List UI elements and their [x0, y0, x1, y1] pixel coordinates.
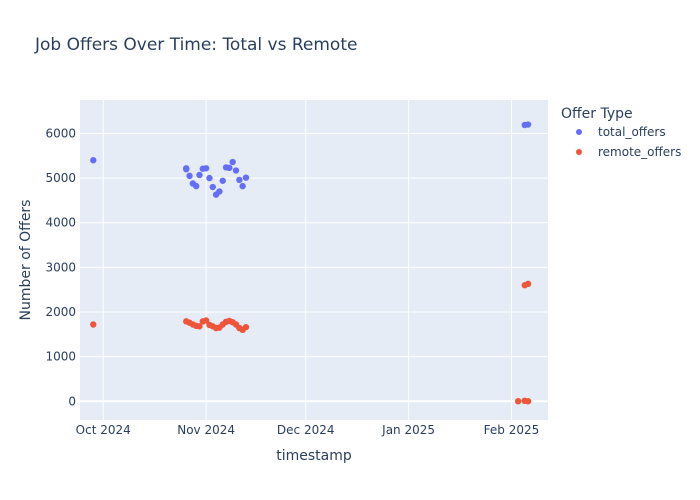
x-tick-label: Nov 2024: [177, 423, 235, 437]
point-total-offers[interactable]: [524, 121, 532, 128]
point-total-offers[interactable]: [209, 183, 216, 191]
data-points: [90, 121, 532, 405]
y-tick-label: 0: [68, 394, 76, 408]
chart-title: Job Offers Over Time: Total vs Remote: [34, 35, 357, 55]
y-tick-label: 1000: [45, 350, 76, 364]
point-remote-offers[interactable]: [242, 323, 250, 331]
legend-label-total-offers[interactable]: total_offers: [598, 125, 666, 139]
x-tick-labels: Oct 2024 Nov 2024 Dec 2024 Jan 2025 Feb 2025: [76, 423, 540, 437]
point-total-offers[interactable]: [196, 171, 203, 179]
point-total-offers[interactable]: [206, 174, 213, 182]
legend-marker-total-offers[interactable]: [576, 129, 582, 135]
y-tick-labels: 0 1000 2000 3000 4000 5000 6000: [45, 126, 76, 408]
point-total-offers[interactable]: [219, 177, 226, 184]
point-total-offers[interactable]: [216, 188, 223, 195]
point-remote-offers[interactable]: [524, 280, 532, 288]
y-tick-label: 6000: [45, 126, 76, 140]
point-remote-offers[interactable]: [196, 323, 203, 330]
point-remote-offers[interactable]: [202, 317, 210, 324]
point-total-offers[interactable]: [183, 165, 190, 172]
point-total-offers[interactable]: [90, 157, 97, 164]
point-total-offers[interactable]: [186, 172, 193, 180]
grid-lines: [80, 100, 548, 420]
y-axis-title: Number of Offers: [18, 200, 34, 321]
x-tick-label: Jan 2025: [381, 423, 435, 437]
legend[interactable]: Offer Type total_offers remote_offers: [561, 106, 681, 159]
legend-label-remote-offers[interactable]: remote_offers: [598, 145, 681, 159]
point-total-offers[interactable]: [229, 158, 236, 166]
point-total-offers[interactable]: [226, 164, 233, 172]
y-tick-label: 4000: [45, 216, 76, 230]
point-total-offers[interactable]: [232, 167, 240, 174]
x-tick-label: Dec 2024: [277, 423, 335, 437]
x-tick-label: Feb 2025: [484, 423, 540, 437]
x-tick-label: Oct 2024: [76, 423, 131, 437]
point-remote-offers[interactable]: [514, 398, 522, 405]
point-remote-offers[interactable]: [524, 398, 532, 405]
point-total-offers[interactable]: [192, 182, 200, 190]
point-total-offers[interactable]: [242, 174, 250, 181]
legend-marker-remote-offers[interactable]: [576, 149, 582, 155]
plot-area: [80, 100, 548, 420]
point-total-offers[interactable]: [236, 176, 243, 184]
legend-title: Offer Type: [561, 106, 633, 122]
y-tick-label: 3000: [45, 260, 76, 274]
x-axis-title: timestamp: [276, 448, 352, 464]
point-total-offers[interactable]: [239, 182, 246, 190]
y-tick-label: 5000: [45, 171, 76, 185]
point-total-offers[interactable]: [202, 165, 210, 172]
point-remote-offers[interactable]: [90, 321, 97, 328]
y-tick-label: 2000: [45, 305, 76, 319]
